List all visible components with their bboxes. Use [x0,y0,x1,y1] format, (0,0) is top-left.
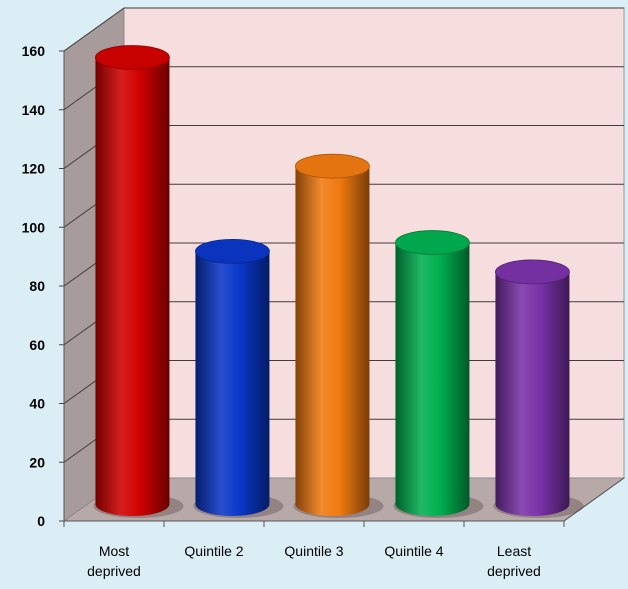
bar-0 [93,45,184,518]
y-tick-label: 160 [22,43,46,59]
y-tick-label: 40 [29,396,45,412]
y-tick-label: 20 [29,454,45,470]
gridline-depth [63,7,125,52]
x-tick-label: Quintile 4 [384,543,443,559]
bars [93,45,584,518]
bar-top [395,230,470,255]
x-tick-label: Least deprived [487,543,541,579]
bar-top [295,153,370,179]
bar-top [195,238,270,264]
y-tick-label: 100 [22,219,46,235]
y-tick-label: 140 [22,102,46,118]
y-tick-label: 80 [29,278,45,294]
bar-body [195,251,270,516]
y-tick-label: 120 [22,161,46,177]
x-axis-depth-line [563,477,625,522]
y-axis: 0 20 40 60 80 100 120 140 160 [22,43,65,529]
bar-body [295,166,370,516]
bar-3 [393,230,484,518]
bar-4 [493,259,584,518]
bar-body [395,242,470,516]
bar-body [95,57,170,516]
x-tick-label: Quintile 2 [184,543,243,559]
bar-2 [293,153,384,518]
bar-body [495,271,570,516]
bar-top [95,45,170,70]
y-tick-label: 60 [29,337,45,353]
bar-1 [193,238,284,518]
x-tick-label: Quintile 3 [284,543,343,559]
x-tick-label: Most deprived [87,543,141,579]
bar-top [495,259,570,285]
x-axis: Most deprived Quintile 2 Quintile 3 Quintile… [63,477,625,579]
y-tick-label: 0 [37,513,45,529]
